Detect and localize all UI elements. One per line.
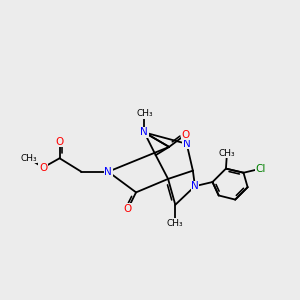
Text: N: N	[183, 139, 190, 149]
Text: O: O	[182, 130, 190, 140]
Text: CH₃: CH₃	[20, 154, 37, 163]
Text: Cl: Cl	[256, 164, 266, 174]
Text: N: N	[191, 181, 199, 191]
Text: N: N	[104, 167, 112, 177]
Text: N: N	[140, 128, 148, 137]
Text: CH₃: CH₃	[219, 148, 235, 158]
Text: O: O	[56, 137, 64, 147]
Text: CH₃: CH₃	[136, 109, 153, 118]
Text: O: O	[39, 163, 47, 172]
Text: O: O	[124, 204, 132, 214]
Text: CH₃: CH₃	[167, 219, 184, 228]
